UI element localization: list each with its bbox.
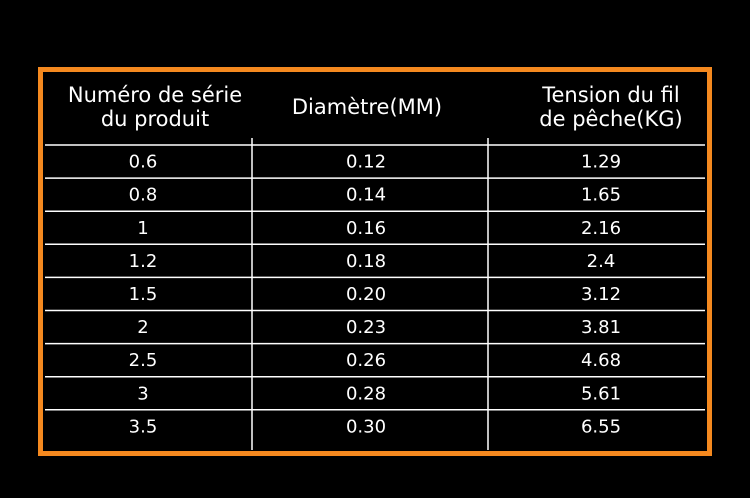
header-cell: du produit <box>101 107 209 131</box>
table-cell: 3.5 <box>129 416 158 437</box>
header-cell: Numéro de série <box>68 83 242 107</box>
table-cell: 6.55 <box>581 416 621 437</box>
table-cell: 0.23 <box>346 317 386 338</box>
table-border <box>38 67 712 456</box>
table-cell: 0.12 <box>346 152 386 173</box>
table-cell: 0.26 <box>346 350 386 371</box>
header-cell: de pêche(KG) <box>539 107 682 131</box>
table-cell: 5.61 <box>581 383 621 404</box>
table-cell: 0.8 <box>129 185 158 206</box>
table-cell: 0.18 <box>346 251 386 272</box>
table-cell: 1.29 <box>581 152 621 173</box>
header-cell: Diamètre(MM) <box>292 95 442 119</box>
table-cell: 1 <box>137 218 148 239</box>
table-cell: 1.65 <box>581 185 621 206</box>
table-cell: 1.5 <box>129 284 158 305</box>
table-cell: 3.12 <box>581 284 621 305</box>
table-cell: 0.14 <box>346 185 386 206</box>
table-cell: 3.81 <box>581 317 621 338</box>
table-cell: 0.6 <box>129 152 158 173</box>
table-cell: 1.2 <box>129 251 158 272</box>
table-cell: 2.16 <box>581 218 621 239</box>
table-cell: 2.4 <box>587 251 616 272</box>
table-cell: 0.30 <box>346 416 386 437</box>
table-cell: 0.20 <box>346 284 386 305</box>
table-cell: 0.16 <box>346 218 386 239</box>
table-cell: 3 <box>137 383 148 404</box>
table-cell: 0.28 <box>346 383 386 404</box>
header-cell: Tension du fil <box>541 83 679 107</box>
table-cell: 2.5 <box>129 350 158 371</box>
table-cell: 2 <box>137 317 148 338</box>
table-cell: 4.68 <box>581 350 621 371</box>
